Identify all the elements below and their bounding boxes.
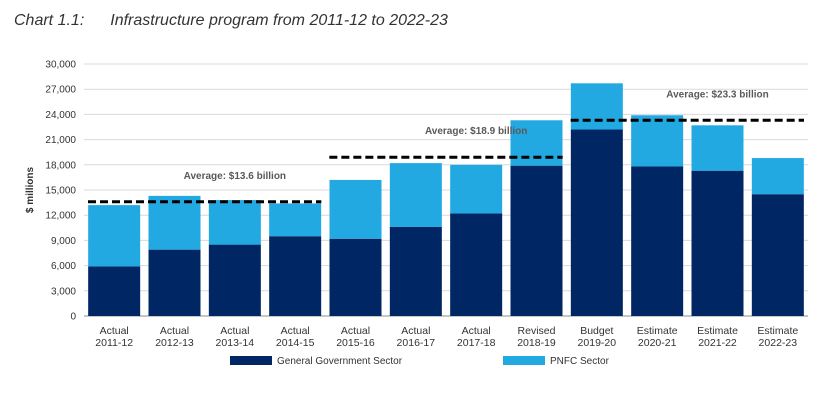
bar-general-government-sector (631, 166, 684, 316)
x-tick-label-line: Actual (341, 325, 370, 337)
y-tick-label: 0 (70, 312, 76, 323)
x-tick-label-line: Actual (462, 325, 491, 337)
bar-general-government-sector (570, 129, 623, 316)
legend-swatch (503, 356, 545, 365)
x-tick-label: Actual 2012-13 (155, 325, 194, 349)
bar-general-government-sector (329, 238, 382, 316)
average-label: Average: $18.9 billion (425, 126, 527, 137)
y-tick-label: 15,000 (45, 186, 76, 197)
x-tick-label-line: Estimate (697, 325, 738, 337)
x-tick-label: Budget 2019-20 (578, 325, 617, 349)
bar-pnfc-sector (329, 179, 382, 239)
x-tick-label-line: Actual (100, 325, 129, 337)
chart-title: Chart 1.1: Infrastructure program from 20… (14, 12, 448, 30)
chart-title-text: Infrastructure program from 2011-12 to 2… (110, 12, 448, 29)
x-tick-label-line: Actual (401, 325, 430, 337)
bar-pnfc-sector (269, 203, 322, 237)
x-tick-label-line: 2018-19 (517, 337, 556, 349)
y-tick-label: 9,000 (51, 236, 76, 247)
y-tick-label: 21,000 (45, 135, 76, 146)
legend-label: PNFC Sector (550, 356, 610, 367)
y-tick-label: 3,000 (51, 286, 76, 297)
y-tick-label: 30,000 (45, 60, 76, 71)
x-tick-label-line: Budget (580, 325, 613, 337)
x-tick-label: Estimate 2020-21 (637, 325, 678, 349)
bar-general-government-sector (751, 194, 804, 316)
x-tick-label-line: 2019-20 (578, 337, 617, 349)
bar-general-government-sector (208, 244, 261, 316)
x-tick-label-line: 2014-15 (276, 337, 315, 349)
y-tick-label: 27,000 (45, 85, 76, 96)
x-tick-label: Actual 2011-12 (95, 325, 133, 349)
bar-general-government-sector (691, 170, 744, 316)
x-tick-label-line: Revised (518, 325, 556, 337)
x-tick-label-line: 2021-22 (698, 337, 737, 349)
x-tick-label: Actual 2013-14 (216, 325, 255, 349)
x-tick-label-line: 2017-18 (457, 337, 496, 349)
average-label: Average: $13.6 billion (184, 171, 286, 182)
x-tick-label: Actual 2015-16 (336, 325, 375, 349)
x-tick-label: Estimate 2022-23 (757, 325, 798, 349)
x-tick-label-line: 2020-21 (638, 337, 677, 349)
x-tick-label-line: 2016-17 (397, 337, 436, 349)
legend-swatch (230, 356, 272, 365)
x-tick-label-line: 2012-13 (155, 337, 194, 349)
y-tick-label: 12,000 (45, 211, 76, 222)
y-tick-label: 6,000 (51, 261, 76, 272)
bar-general-government-sector (510, 165, 563, 316)
bar-general-government-sector (88, 266, 141, 316)
chart-title-prefix: Chart 1.1: (14, 12, 85, 29)
x-tick-label-line: Actual (281, 325, 310, 337)
y-axis-label: $ millions (25, 167, 36, 214)
x-tick-label-line: 2022-23 (759, 337, 798, 349)
legend-label: General Government Sector (277, 356, 403, 367)
bar-pnfc-sector (751, 158, 804, 195)
x-tick-label: Actual 2014-15 (276, 325, 315, 349)
x-tick-label-line: Estimate (757, 325, 798, 337)
bar-pnfc-sector (691, 125, 744, 171)
bar-general-government-sector (450, 213, 503, 316)
x-tick-label: Actual 2016-17 (397, 325, 436, 349)
average-label: Average: $23.3 billion (666, 89, 768, 100)
bar-general-government-sector (148, 249, 201, 316)
bar-pnfc-sector (88, 205, 141, 267)
x-tick-label-line: Actual (220, 325, 249, 337)
x-tick-label-line: 2011-12 (95, 337, 133, 349)
x-tick-label-line: Estimate (637, 325, 678, 337)
x-tick-label: Estimate 2021-22 (697, 325, 738, 349)
x-tick-label-line: 2013-14 (216, 337, 255, 349)
x-tick-label: Revised 2018-19 (517, 325, 556, 349)
bar-pnfc-sector (631, 115, 684, 167)
bar-pnfc-sector (389, 163, 442, 227)
x-tick-label-line: 2015-16 (336, 337, 375, 349)
x-tick-label: Actual 2017-18 (457, 325, 496, 349)
bar-pnfc-sector (570, 83, 623, 130)
bar-general-government-sector (269, 236, 322, 316)
bar-pnfc-sector (208, 200, 261, 245)
y-tick-label: 24,000 (45, 110, 76, 121)
bar-general-government-sector (389, 226, 442, 316)
y-tick-label: 18,000 (45, 160, 76, 171)
bar-pnfc-sector (450, 164, 503, 214)
x-tick-label-line: Actual (160, 325, 189, 337)
bar-pnfc-sector (148, 195, 201, 250)
